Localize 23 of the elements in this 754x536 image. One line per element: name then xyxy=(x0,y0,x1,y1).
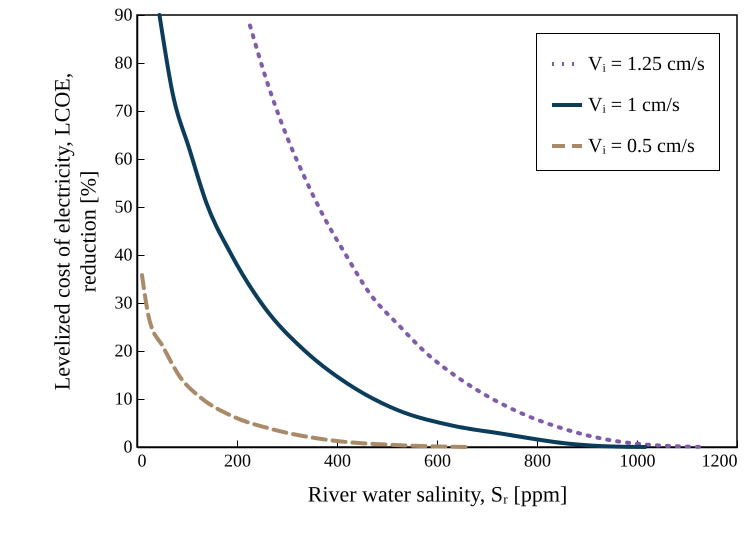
x-tick-label: 800 xyxy=(524,450,551,470)
x-tick-label: 200 xyxy=(224,450,251,470)
legend-label: Vᵢ = 1.25 cm/s xyxy=(588,53,705,75)
y-tick-label: 0 xyxy=(124,436,132,456)
y-tick-label: 10 xyxy=(114,388,132,408)
x-tick-label: 1000 xyxy=(620,450,656,470)
line-series xyxy=(140,273,470,449)
y-tick-label: 40 xyxy=(114,244,132,264)
y-tick-label: 50 xyxy=(114,196,132,216)
x-axis-title: River water salinity, Sᵣ [ppm] xyxy=(308,482,568,506)
x-tick-label: 600 xyxy=(424,450,451,470)
x-tick-label: 1200 xyxy=(702,450,738,470)
y-tick-label: 60 xyxy=(114,148,132,168)
legend-label: Vᵢ = 0.5 cm/s xyxy=(588,135,695,157)
legend-label: Vᵢ = 1 cm/s xyxy=(588,94,680,116)
x-tick-label: 0 xyxy=(138,450,146,470)
y-tick-label: 90 xyxy=(114,4,132,24)
x-tick-label: 400 xyxy=(324,450,351,470)
y-tick-label: 80 xyxy=(114,52,132,72)
y-tick-label: 20 xyxy=(114,340,132,360)
y-tick-label: 30 xyxy=(114,292,132,312)
y-axis-title: Levelized cost of electricity, LCOE, reduction [%] xyxy=(50,72,100,390)
y-tick-label: 70 xyxy=(114,100,132,120)
